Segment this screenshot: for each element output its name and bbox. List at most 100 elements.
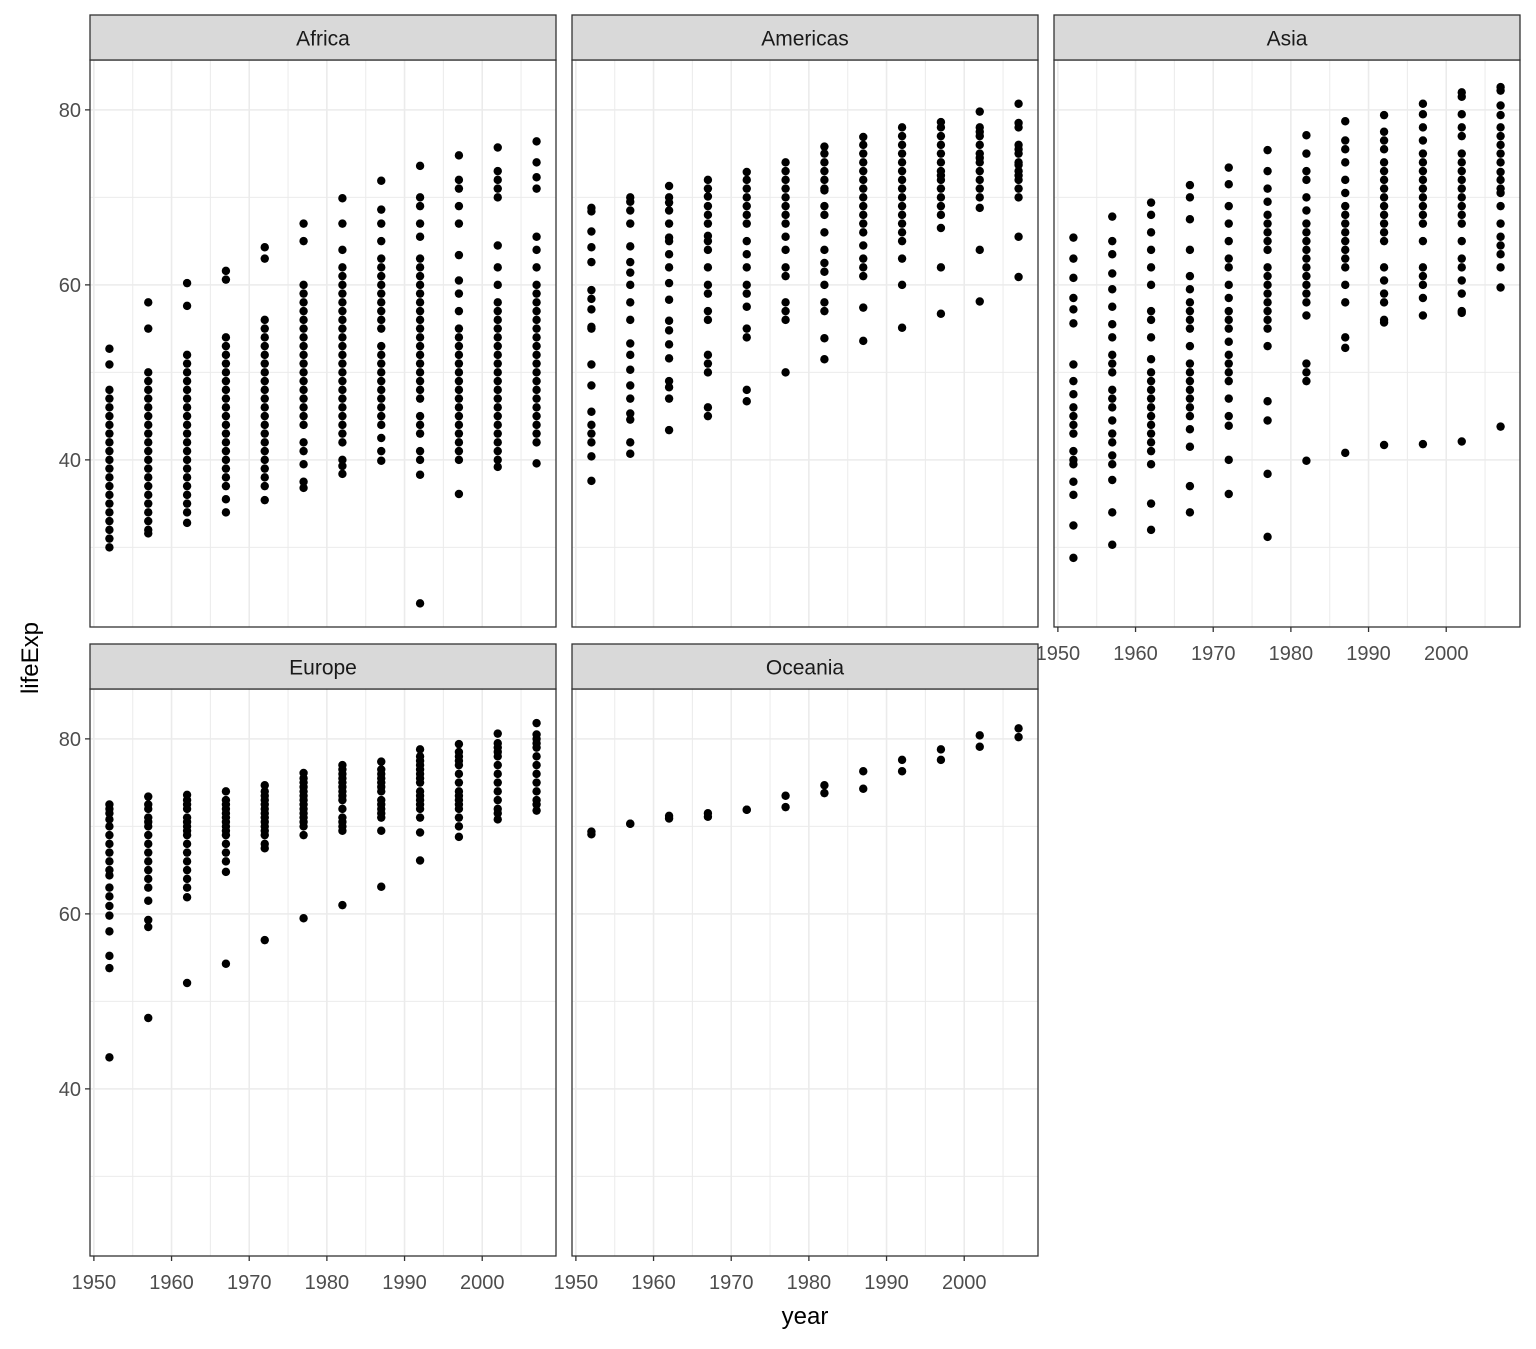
data-point	[1108, 320, 1117, 329]
data-point	[1224, 201, 1233, 211]
data-point	[377, 271, 386, 281]
data-point	[936, 140, 946, 150]
data-point	[587, 243, 596, 252]
data-point	[1069, 420, 1078, 430]
data-point	[377, 219, 386, 228]
data-point	[221, 266, 231, 276]
data-point	[1146, 499, 1156, 508]
data-point	[144, 324, 153, 333]
data-point	[415, 254, 425, 263]
y-tick-label: 80	[59, 100, 81, 122]
data-point	[377, 376, 386, 386]
data-point	[532, 778, 541, 787]
data-point	[781, 368, 790, 377]
data-point	[664, 340, 674, 349]
data-point	[415, 271, 425, 281]
data-point	[1224, 376, 1233, 386]
data-point	[260, 341, 269, 351]
data-point	[1146, 210, 1156, 220]
data-point	[1146, 394, 1156, 403]
data-point	[338, 461, 347, 471]
data-point	[1185, 245, 1195, 255]
data-point	[415, 306, 425, 316]
data-point	[299, 298, 308, 307]
data-point	[532, 315, 541, 325]
data-point	[377, 757, 386, 766]
data-point	[897, 175, 907, 185]
data-point	[299, 385, 308, 395]
data-point	[182, 490, 192, 500]
data-point	[377, 420, 386, 430]
data-point	[1341, 188, 1350, 198]
data-point	[1418, 149, 1428, 158]
data-point	[664, 394, 674, 403]
data-point	[1379, 276, 1389, 285]
y-tick-label: 60	[59, 275, 81, 297]
data-point	[587, 227, 596, 236]
data-point	[1263, 228, 1272, 237]
data-point	[532, 752, 541, 761]
data-point	[664, 811, 674, 821]
data-point	[1302, 228, 1311, 237]
data-point	[587, 294, 596, 304]
data-point	[1418, 166, 1428, 176]
data-point	[626, 315, 635, 325]
data-point	[1341, 280, 1350, 290]
data-point	[859, 336, 868, 346]
data-point	[1341, 333, 1350, 342]
data-point	[144, 792, 153, 801]
data-point	[1341, 145, 1350, 154]
data-point	[781, 158, 790, 167]
data-point	[299, 219, 308, 228]
data-point	[1418, 99, 1428, 108]
data-point	[182, 518, 192, 528]
data-point	[664, 354, 674, 363]
data-point	[338, 900, 347, 910]
data-point	[377, 298, 386, 307]
data-point	[1185, 315, 1195, 325]
data-point	[299, 403, 308, 412]
data-point	[493, 403, 502, 412]
data-point	[338, 298, 347, 307]
data-point	[144, 376, 153, 386]
data-point	[1496, 175, 1505, 185]
data-point	[415, 341, 425, 351]
data-point	[260, 411, 269, 421]
data-point	[1418, 271, 1428, 281]
data-point	[415, 289, 425, 298]
data-point	[338, 403, 347, 412]
data-point	[1146, 376, 1156, 386]
data-point	[377, 263, 386, 272]
data-point	[493, 298, 502, 307]
data-point	[1185, 298, 1195, 307]
data-point	[1379, 127, 1389, 136]
data-point	[182, 813, 192, 822]
data-point	[1496, 263, 1505, 272]
data-point	[105, 892, 114, 901]
data-point	[1263, 280, 1272, 290]
data-point	[454, 368, 464, 377]
data-point	[1457, 175, 1466, 185]
data-point	[454, 420, 464, 430]
data-point	[260, 438, 269, 447]
data-point	[897, 149, 907, 158]
data-point	[454, 394, 464, 403]
data-point	[859, 767, 868, 776]
data-point	[221, 350, 231, 360]
data-point	[221, 481, 231, 491]
data-point	[338, 376, 347, 386]
data-point	[1418, 110, 1428, 119]
data-point	[897, 123, 907, 132]
data-point	[626, 381, 635, 390]
data-point	[1185, 394, 1195, 403]
data-point	[626, 449, 635, 458]
data-point	[454, 376, 464, 386]
facet-panel-europe: Europe 40 60 80 1950 1960 1970 1980 1990 2000	[59, 643, 557, 1294]
data-point	[299, 306, 308, 316]
data-point	[1302, 131, 1311, 140]
data-point	[493, 787, 502, 796]
data-point	[415, 161, 425, 171]
data-point	[820, 355, 829, 364]
data-point	[532, 359, 541, 368]
data-point	[415, 376, 425, 386]
